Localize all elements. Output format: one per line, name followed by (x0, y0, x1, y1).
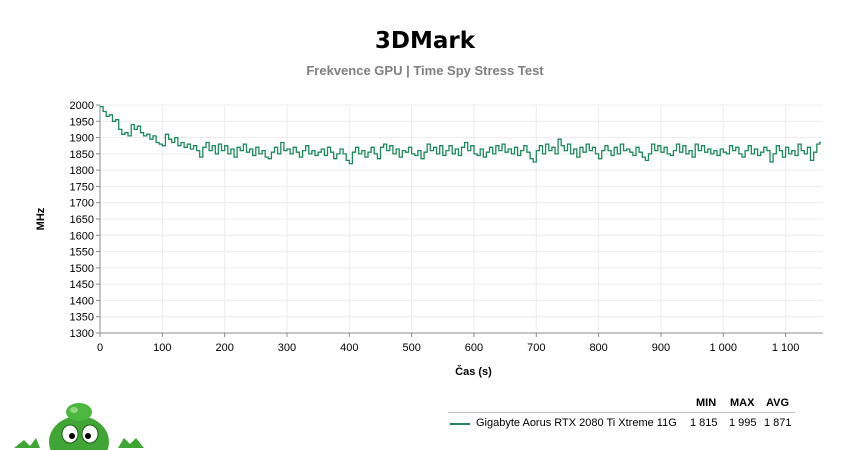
x-tick-label: 0 (97, 342, 103, 354)
x-tick-label: 1 100 (772, 342, 800, 354)
legend-header-avg: AVG (766, 397, 790, 409)
y-tick-label: 1700 (70, 198, 94, 210)
x-tick-label: 600 (465, 342, 483, 354)
y-tick-label: 1350 (70, 312, 94, 324)
y-tick-label: 2000 (70, 100, 94, 112)
y-axis-label: MHz (35, 207, 47, 230)
x-tick-label: 200 (215, 342, 233, 354)
y-tick-label: 1600 (70, 230, 94, 242)
y-tick-label: 1900 (70, 133, 94, 145)
y-tick-label: 1400 (70, 295, 94, 307)
y-tick-label: 1950 (70, 116, 94, 128)
x-tick-label: 700 (527, 342, 545, 354)
y-tick-label: 1800 (70, 165, 94, 177)
legend-header-max: MAX (730, 397, 755, 409)
x-axis-label: Čas (s) (455, 365, 492, 378)
legend-series-name: Gigabyte Aorus RTX 2080 Ti Xtreme 11G (476, 417, 677, 429)
y-tick-label: 1850 (70, 149, 94, 161)
y-tick-label: 1500 (70, 263, 94, 275)
legend-min-value: 1 815 (690, 417, 718, 429)
x-tick-label: 300 (278, 342, 296, 354)
chart-subtitle: Frekvence GPU | Time Spy Stress Test (306, 63, 544, 78)
y-tick-label: 1300 (70, 328, 94, 340)
chart-title: 3DMark (374, 28, 476, 54)
x-tick-label: 800 (589, 342, 607, 354)
mascot-icon (14, 403, 144, 450)
y-tick-label: 1750 (70, 181, 94, 193)
x-tick-label: 400 (340, 342, 358, 354)
legend-divider (448, 412, 795, 413)
legend-max-value: 1 995 (729, 417, 757, 429)
legend-avg-value: 1 871 (764, 417, 792, 429)
x-tick-label: 500 (402, 342, 420, 354)
y-tick-label: 1650 (70, 214, 94, 226)
x-tick-label: 900 (652, 342, 670, 354)
x-tick-label: 1 000 (710, 342, 738, 354)
x-tick-label: 100 (153, 342, 171, 354)
y-tick-label: 1550 (70, 247, 94, 259)
series-line (100, 105, 822, 165)
y-tick-label: 1450 (70, 279, 94, 291)
legend-header-min: MIN (696, 397, 717, 409)
legend-swatch (450, 423, 470, 425)
